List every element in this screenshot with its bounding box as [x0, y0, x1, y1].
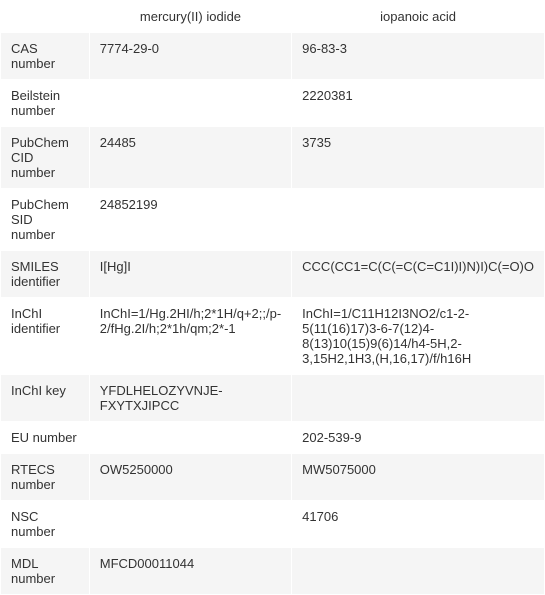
cell-value: 7774-29-0 [89, 33, 291, 80]
table-row: CAS number 7774-29-0 96-83-3 [1, 33, 545, 80]
row-label: PubChem SID number [1, 189, 90, 251]
cell-value [292, 375, 545, 422]
cell-value: MFCD00011044 [89, 548, 291, 595]
row-label: EU number [1, 422, 90, 454]
cell-value: MW5075000 [292, 454, 545, 501]
table-row: MDL number MFCD00011044 [1, 548, 545, 595]
table-row: InChI identifier InChI=1/Hg.2HI/h;2*1H/q… [1, 298, 545, 375]
header-compound-2: iopanoic acid [292, 1, 545, 33]
row-label: InChI key [1, 375, 90, 422]
cell-value: InChI=1/C11H12I3NO2/c1-2-5(11(16)17)3-6-… [292, 298, 545, 375]
cell-value: YFDLHELOZYVNJE-FXYTXJIPCC [89, 375, 291, 422]
table-row: EU number 202-539-9 [1, 422, 545, 454]
row-label: RTECS number [1, 454, 90, 501]
table-header-row: mercury(II) iodide iopanoic acid [1, 1, 545, 33]
table-row: RTECS number OW5250000 MW5075000 [1, 454, 545, 501]
cell-value: OW5250000 [89, 454, 291, 501]
cell-value [89, 80, 291, 127]
header-compound-1: mercury(II) iodide [89, 1, 291, 33]
cell-value: CCC(CC1=C(C(=C(C=C1I)I)N)I)C(=O)O [292, 251, 545, 298]
cell-value [292, 189, 545, 251]
cell-value: I[Hg]I [89, 251, 291, 298]
row-label: CAS number [1, 33, 90, 80]
table-row: PubChem SID number 24852199 [1, 189, 545, 251]
row-label: InChI identifier [1, 298, 90, 375]
table-row: Beilstein number 2220381 [1, 80, 545, 127]
cell-value: 202-539-9 [292, 422, 545, 454]
row-label: SMILES identifier [1, 251, 90, 298]
table-body: CAS number 7774-29-0 96-83-3 Beilstein n… [1, 33, 545, 595]
table-row: InChI key YFDLHELOZYVNJE-FXYTXJIPCC [1, 375, 545, 422]
cell-value [292, 548, 545, 595]
cell-value: 96-83-3 [292, 33, 545, 80]
cell-value: 2220381 [292, 80, 545, 127]
cell-value [89, 422, 291, 454]
row-label: Beilstein number [1, 80, 90, 127]
table-row: SMILES identifier I[Hg]I CCC(CC1=C(C(=C(… [1, 251, 545, 298]
table-row: PubChem CID number 24485 3735 [1, 127, 545, 189]
row-label: PubChem CID number [1, 127, 90, 189]
cell-value: 24485 [89, 127, 291, 189]
cell-value: InChI=1/Hg.2HI/h;2*1H/q+2;;/p-2/fHg.2I/h… [89, 298, 291, 375]
cell-value: 24852199 [89, 189, 291, 251]
row-label: MDL number [1, 548, 90, 595]
header-empty [1, 1, 90, 33]
cell-value: 3735 [292, 127, 545, 189]
identifier-table: mercury(II) iodide iopanoic acid CAS num… [0, 0, 545, 595]
